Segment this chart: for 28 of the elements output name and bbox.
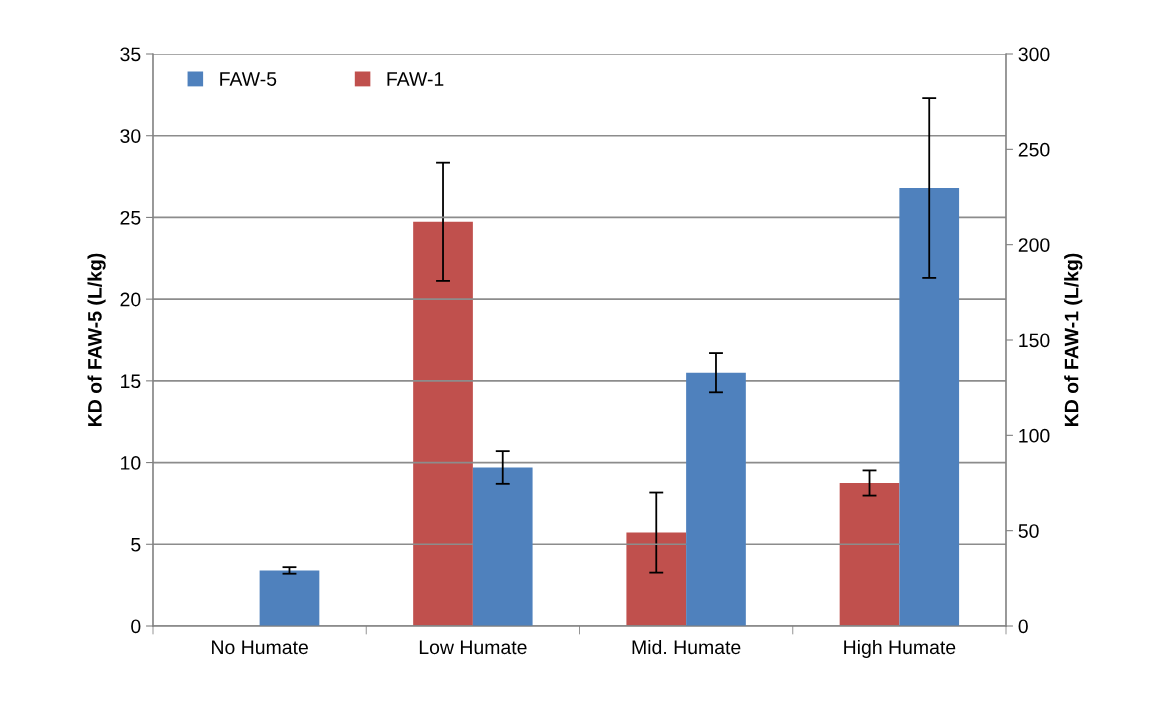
y-tick-label: 0: [131, 619, 141, 634]
x-tick-label: Low Humate: [419, 640, 527, 655]
legend-label: FAW-1: [387, 72, 444, 86]
y-tick-label: 25: [120, 210, 141, 225]
y-tick-label: 5: [131, 537, 141, 552]
y-tick-label: 15: [121, 374, 141, 389]
y2-tick-label: 300: [1018, 47, 1050, 62]
y2-tick-label: 150: [1019, 333, 1050, 348]
bar: [686, 372, 746, 626]
y2-axis-title: KD of FAW-1 (L/kg): [1064, 253, 1083, 426]
bar: [259, 570, 320, 626]
x-tick-label: Mid. Humate: [632, 639, 741, 655]
legend-label: FAW-5: [220, 72, 277, 86]
y2-tick-label: 0: [1018, 619, 1028, 634]
y-tick-label: 30: [120, 129, 141, 143]
x-tick-label: No Humate: [212, 640, 308, 655]
bar: [839, 483, 900, 626]
y2-tick-label: 250: [1018, 142, 1050, 157]
y-tick-label: 10: [121, 456, 141, 470]
y2-tick-label: 50: [1018, 524, 1039, 538]
y-tick-label: 20: [120, 292, 141, 307]
y-axis-title: KD of FAW-5 (L/kg): [87, 253, 106, 426]
y2-tick-label: 100: [1019, 428, 1050, 443]
y2-tick-label: 200: [1018, 238, 1050, 252]
bar: [899, 188, 960, 626]
x-tick-label: High Humate: [844, 639, 956, 659]
y-tick-label: 35: [120, 47, 141, 62]
bar: [413, 221, 473, 626]
